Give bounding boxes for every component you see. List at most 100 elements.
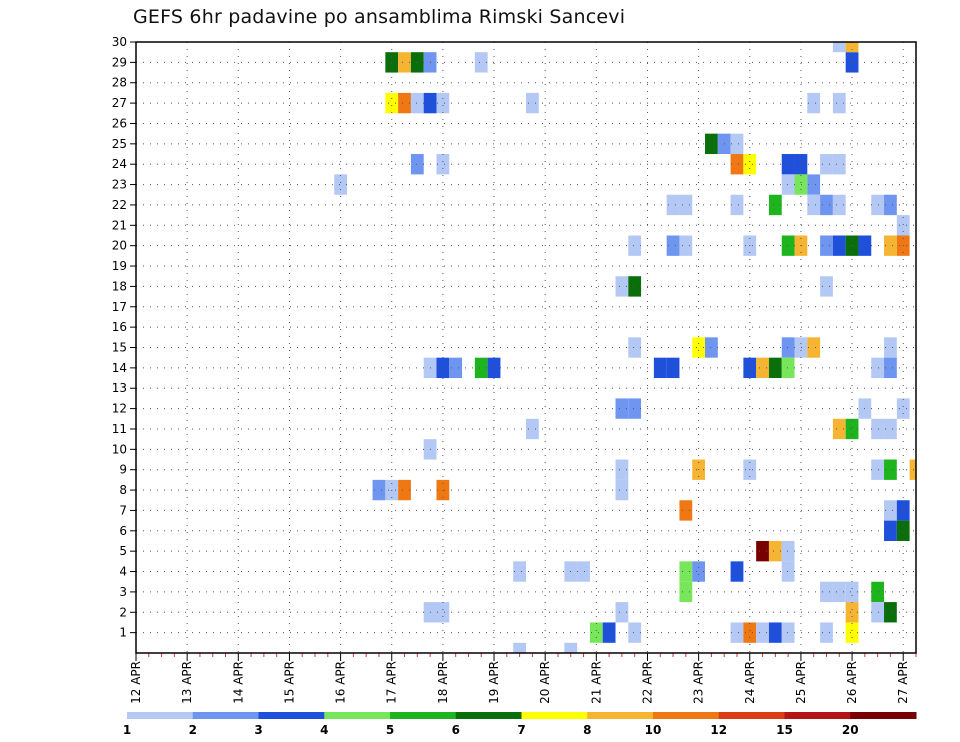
legend-label: 15 [776, 723, 793, 737]
cell [615, 398, 629, 419]
legend-swatch [718, 712, 785, 719]
cell [807, 194, 821, 216]
y-tick-label: 7 [119, 503, 127, 517]
y-tick-label: 6 [119, 524, 127, 538]
y-tick-label: 18 [112, 279, 127, 293]
y-tick-label: 26 [112, 116, 127, 130]
legend-label: 7 [517, 723, 525, 737]
cell [564, 642, 578, 653]
legend-swatch [258, 712, 325, 719]
cell [871, 418, 885, 440]
x-tick-label: 23 APR [692, 661, 706, 704]
cell [679, 561, 693, 582]
y-tick-label: 30 [112, 35, 127, 49]
cell [474, 357, 488, 379]
y-tick-label: 12 [112, 402, 127, 416]
cell [884, 337, 897, 358]
y-tick-label: 23 [112, 178, 127, 192]
x-tick-label: 21 APR [589, 661, 603, 704]
cell [666, 357, 680, 379]
cell [730, 622, 744, 643]
legend-swatch [455, 712, 522, 719]
legend-swatch [521, 712, 588, 719]
y-tick-label: 13 [112, 381, 127, 395]
cell [628, 337, 642, 358]
cell [884, 500, 897, 521]
y-tick-label: 1 [119, 626, 127, 640]
x-tick-label: 20 APR [538, 661, 552, 704]
legend-label: 12 [710, 723, 727, 737]
cell [615, 276, 629, 297]
cell [526, 418, 539, 440]
legend-swatch [324, 712, 391, 719]
cell [768, 540, 782, 562]
cell [730, 194, 744, 216]
cell [884, 235, 897, 256]
cell [474, 52, 488, 73]
legend-swatch [784, 712, 851, 719]
cell [679, 194, 693, 216]
y-tick-label: 29 [112, 55, 127, 69]
cell [832, 92, 846, 114]
cell [807, 337, 821, 358]
cell [410, 52, 424, 73]
cell [730, 133, 744, 155]
cell [513, 642, 526, 653]
cell [794, 337, 808, 358]
legend-label: 3 [254, 723, 262, 737]
cell [832, 42, 846, 53]
x-tick-label: 18 APR [436, 661, 450, 704]
legend-label: 2 [189, 723, 197, 737]
cell [832, 418, 846, 440]
cell [385, 92, 399, 114]
cell [871, 459, 885, 480]
cell [884, 602, 897, 623]
x-tick-label: 22 APR [640, 661, 654, 704]
cell [794, 174, 808, 195]
legend-label: 8 [583, 723, 591, 737]
x-tick-label: 24 APR [743, 661, 757, 704]
cell [845, 602, 859, 623]
cell [653, 357, 667, 379]
y-tick-label: 3 [119, 585, 127, 599]
cell [705, 133, 718, 155]
cell [334, 174, 347, 195]
cell [628, 235, 642, 256]
cell [781, 561, 795, 582]
x-tick-label: 27 APR [896, 661, 910, 704]
cell [410, 92, 424, 114]
y-tick-label: 20 [112, 239, 127, 253]
cell [372, 479, 386, 501]
cell [781, 540, 795, 562]
y-tick-label: 11 [112, 422, 127, 436]
cell [832, 235, 846, 256]
legend-label: 6 [452, 723, 460, 737]
y-tick-label: 2 [119, 605, 127, 619]
cell [385, 52, 399, 73]
legend-label: 1 [123, 723, 131, 737]
cell [615, 459, 629, 480]
cell [845, 52, 859, 73]
y-tick-label: 10 [112, 442, 127, 456]
x-axis: 12 APR 13 APR 14 APR 15 APR 16 APR 17 APR 18 A… [129, 653, 917, 704]
cell [871, 602, 885, 623]
cell [436, 92, 450, 114]
x-tick-label: 12 APR [129, 661, 143, 704]
cell [513, 561, 526, 582]
y-axis: 1234567891011121314151617181920212223242… [112, 35, 136, 640]
legend-swatch [127, 712, 194, 719]
cell [832, 154, 846, 175]
cell [832, 581, 846, 603]
cell [577, 561, 590, 582]
cell [436, 357, 450, 379]
cell [884, 418, 897, 440]
cell [794, 154, 808, 175]
x-tick-label: 25 APR [794, 661, 808, 704]
legend-label: 4 [320, 723, 328, 737]
cell [410, 154, 424, 175]
cell [871, 581, 885, 603]
y-tick-label: 21 [112, 218, 127, 232]
cells-layer [334, 42, 916, 653]
cell [781, 154, 795, 175]
cell [871, 357, 885, 379]
